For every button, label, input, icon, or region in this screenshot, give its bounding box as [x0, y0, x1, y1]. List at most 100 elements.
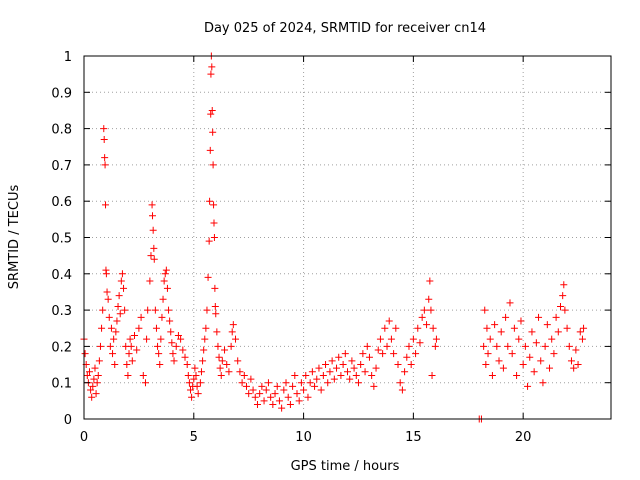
- data-point: [425, 295, 433, 303]
- data-point: [225, 368, 233, 376]
- data-point: [172, 342, 180, 350]
- y-tick-label: 0.3: [51, 304, 72, 319]
- data-point: [251, 393, 259, 401]
- x-tick-label: 5: [190, 430, 198, 445]
- data-point: [504, 342, 512, 350]
- data-point: [409, 335, 417, 343]
- data-point: [174, 332, 182, 340]
- data-point: [124, 371, 132, 379]
- data-point: [126, 335, 134, 343]
- data-point: [197, 368, 205, 376]
- data-point: [256, 390, 264, 398]
- data-point: [181, 353, 189, 361]
- data-point: [210, 234, 218, 241]
- data-point: [165, 306, 173, 314]
- data-point: [405, 342, 413, 350]
- data-point: [104, 295, 112, 303]
- data-point: [101, 154, 109, 162]
- data-point: [110, 335, 118, 343]
- data-point: [313, 375, 321, 383]
- data-point: [149, 212, 157, 220]
- data-point: [208, 106, 216, 114]
- data-point: [286, 400, 294, 408]
- data-point: [253, 400, 261, 408]
- data-point: [304, 393, 312, 401]
- data-point: [269, 400, 277, 408]
- data-point: [535, 313, 543, 321]
- data-point: [426, 277, 434, 285]
- data-point: [141, 379, 149, 387]
- data-point: [560, 281, 568, 289]
- data-point: [530, 368, 538, 376]
- data-point: [354, 379, 362, 387]
- data-point: [249, 386, 257, 394]
- y-tick-label: 0.2: [51, 340, 72, 355]
- data-point: [121, 306, 129, 314]
- data-point: [245, 390, 253, 398]
- data-point: [85, 368, 93, 376]
- data-point: [315, 364, 323, 372]
- data-point: [204, 273, 212, 281]
- grid-lines: [84, 56, 611, 419]
- data-point: [215, 353, 223, 361]
- data-point: [506, 299, 514, 307]
- data-point: [407, 361, 415, 369]
- data-point: [295, 397, 303, 405]
- data-point: [100, 135, 108, 143]
- data-point: [81, 350, 89, 358]
- data-point: [308, 368, 316, 376]
- data-point: [291, 371, 299, 379]
- data-point: [546, 364, 554, 372]
- data-point: [203, 306, 211, 314]
- data-point: [137, 313, 145, 321]
- data-point: [561, 306, 569, 314]
- data-point: [317, 386, 325, 394]
- data-point: [515, 335, 523, 343]
- data-point: [150, 244, 158, 252]
- data-point: [117, 277, 125, 285]
- data-point: [543, 321, 551, 329]
- data-point: [486, 335, 494, 343]
- data-point: [127, 342, 135, 350]
- y-tick-label: 0.8: [51, 123, 72, 138]
- x-axis-label: GPS time / hours: [291, 459, 400, 474]
- data-point: [394, 361, 402, 369]
- data-point: [488, 371, 496, 379]
- data-point: [284, 393, 292, 401]
- data-point: [83, 371, 91, 379]
- data-point: [206, 146, 214, 154]
- data-point: [209, 161, 217, 169]
- data-point: [491, 321, 499, 329]
- data-point: [401, 368, 409, 376]
- data-point: [359, 350, 367, 358]
- data-point: [484, 350, 492, 358]
- y-tick-label: 1: [64, 50, 72, 65]
- data-point: [528, 328, 536, 336]
- data-point: [480, 342, 488, 350]
- data-point: [302, 371, 310, 379]
- data-point: [428, 371, 436, 379]
- data-point: [350, 364, 358, 372]
- data-point: [177, 335, 185, 343]
- data-point: [390, 350, 398, 358]
- data-point: [396, 379, 404, 387]
- data-point: [493, 342, 501, 350]
- data-point: [186, 386, 194, 394]
- data-point: [133, 346, 141, 354]
- data-point: [128, 357, 136, 365]
- data-point: [228, 328, 236, 336]
- data-point: [322, 361, 330, 369]
- data-point: [278, 404, 286, 412]
- data-point: [328, 357, 336, 365]
- data-point: [227, 342, 235, 350]
- data-point: [211, 284, 219, 292]
- data-point: [262, 386, 270, 394]
- data-point: [191, 364, 199, 372]
- data-point: [216, 364, 224, 372]
- data-point: [306, 379, 314, 387]
- data-point: [483, 324, 491, 332]
- data-point: [161, 270, 169, 278]
- data-point: [242, 382, 250, 390]
- data-point: [267, 393, 275, 401]
- data-point: [143, 335, 151, 343]
